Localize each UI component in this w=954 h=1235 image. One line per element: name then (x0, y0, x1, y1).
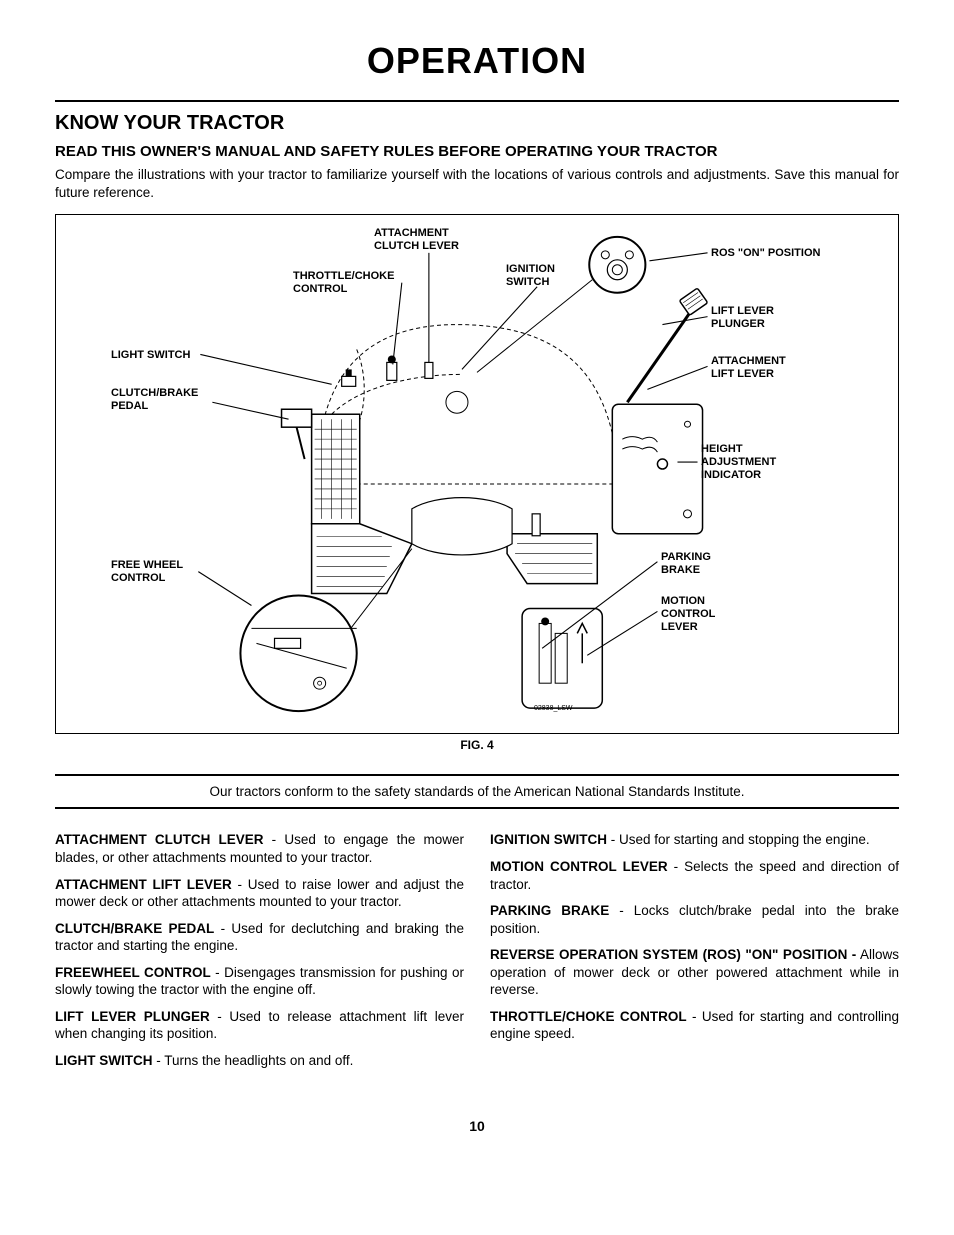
figure-box: ATTACHMENTCLUTCH LEVER THROTTLE/CHOKECONT… (55, 214, 899, 734)
term-item: CLUTCH/BRAKE PEDAL - Used for declutchin… (55, 920, 464, 955)
term-label: ATTACHMENT CLUTCH LEVER (55, 832, 264, 847)
terms-left-column: ATTACHMENT CLUTCH LEVER - Used to engage… (55, 831, 464, 1078)
callout-throttle-choke-control: THROTTLE/CHOKECONTROL (293, 270, 394, 295)
intro-text: Compare the illustrations with your trac… (55, 166, 899, 202)
callout-light-switch: LIGHT SWITCH (111, 349, 190, 362)
term-desc: - Used for starting and stopping the eng… (607, 832, 870, 847)
callout-clutch-brake-pedal: CLUTCH/BRAKEPEDAL (111, 387, 198, 412)
term-label: CLUTCH/BRAKE PEDAL (55, 921, 214, 936)
terms-columns: ATTACHMENT CLUTCH LEVER - Used to engage… (55, 831, 899, 1078)
term-label: LIGHT SWITCH (55, 1053, 153, 1068)
term-label: FREEWHEEL CONTROL (55, 965, 211, 980)
callout-height-adjustment-indicator: HEIGHTADJUSTMENTINDICATOR (701, 443, 776, 481)
callout-parking-brake: PARKINGBRAKE (661, 551, 711, 576)
section-heading: KNOW YOUR TRACTOR (55, 112, 899, 135)
callout-ignition-switch: IGNITIONSWITCH (506, 263, 555, 288)
term-label: MOTION CONTROL LEVER (490, 859, 668, 874)
term-item: LIGHT SWITCH - Turns the headlights on a… (55, 1052, 464, 1070)
term-item: IGNITION SWITCH - Used for starting and … (490, 831, 899, 849)
term-item: FREEWHEEL CONTROL - Disengages transmiss… (55, 964, 464, 999)
term-item: THROTTLE/CHOKE CONTROL - Used for starti… (490, 1008, 899, 1043)
part-id: 02838_LSW (534, 705, 573, 712)
callout-lift-lever-plunger: LIFT LEVERPLUNGER (711, 305, 774, 330)
terms-right-column: IGNITION SWITCH - Used for starting and … (490, 831, 899, 1078)
safety-note-box: Our tractors conform to the safety stand… (55, 774, 899, 809)
term-item: LIFT LEVER PLUNGER - Used to release att… (55, 1008, 464, 1043)
callout-free-wheel-control: FREE WHEELCONTROL (111, 559, 183, 584)
callout-attachment-lift-lever: ATTACHMENTLIFT LEVER (711, 355, 786, 380)
term-item: ATTACHMENT LIFT LEVER - Used to raise lo… (55, 876, 464, 911)
term-label: IGNITION SWITCH (490, 832, 607, 847)
callout-motion-control-lever: MOTIONCONTROLLEVER (661, 595, 715, 633)
safety-note-text: Our tractors conform to the safety stand… (209, 784, 744, 799)
term-label: ATTACHMENT LIFT LEVER (55, 877, 232, 892)
figure-caption: FIG. 4 (55, 738, 899, 752)
term-item: MOTION CONTROL LEVER - Selects the speed… (490, 858, 899, 893)
term-label: LIFT LEVER PLUNGER (55, 1009, 210, 1024)
title-rule (55, 100, 899, 102)
page-title: OPERATION (55, 40, 899, 82)
term-label: PARKING BRAKE (490, 903, 609, 918)
term-item: PARKING BRAKE - Locks clutch/brake pedal… (490, 902, 899, 937)
term-item: ATTACHMENT CLUTCH LEVER - Used to engage… (55, 831, 464, 866)
callout-ros-on-position: ROS "ON" POSITION (711, 247, 820, 260)
sub-heading: READ THIS OWNER'S MANUAL AND SAFETY RULE… (55, 143, 899, 160)
term-label: REVERSE OPERATION SYSTEM (ROS) "ON" POSI… (490, 947, 856, 962)
term-label: THROTTLE/CHOKE CONTROL (490, 1009, 687, 1024)
term-desc: - Turns the headlights on and off. (153, 1053, 354, 1068)
page-number: 10 (55, 1118, 899, 1134)
term-item: REVERSE OPERATION SYSTEM (ROS) "ON" POSI… (490, 946, 899, 999)
callout-attachment-clutch-lever: ATTACHMENTCLUTCH LEVER (374, 227, 459, 252)
